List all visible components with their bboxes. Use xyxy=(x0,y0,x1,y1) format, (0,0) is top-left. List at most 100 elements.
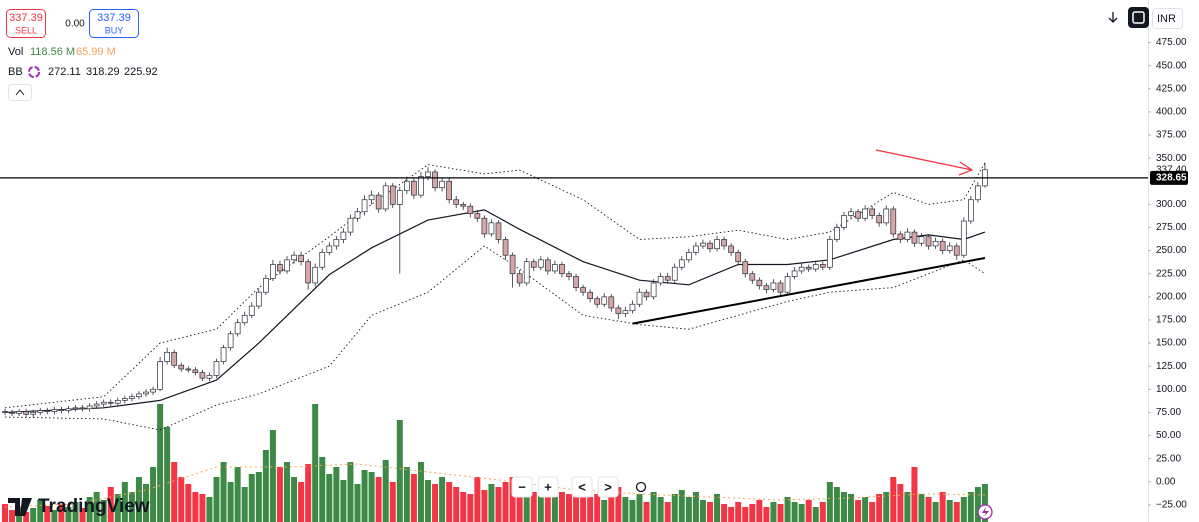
candle-body xyxy=(601,296,608,305)
candle-body xyxy=(657,276,664,284)
candle-body xyxy=(946,245,953,251)
candle-body xyxy=(805,266,812,270)
volume-bar xyxy=(206,497,213,522)
bb-settings-icon[interactable] xyxy=(28,66,40,78)
y-tick-label: 50.00 xyxy=(1156,430,1181,441)
candle-body xyxy=(714,239,720,250)
control-button[interactable] xyxy=(537,476,559,498)
volume-bar xyxy=(44,506,51,522)
volume-bar xyxy=(375,477,382,522)
bb-label: BB xyxy=(8,66,23,78)
volume-bar xyxy=(298,482,305,522)
currency-box[interactable] xyxy=(1152,8,1183,29)
candle-body xyxy=(671,266,678,281)
volume-bar xyxy=(121,482,128,522)
volume-bar xyxy=(636,494,643,522)
y-tick-label: 450.00 xyxy=(1156,60,1187,71)
volume-bar xyxy=(234,467,241,522)
candle-body xyxy=(876,215,883,224)
y-tick-label: 475.00 xyxy=(1156,37,1187,48)
sell-button[interactable] xyxy=(6,9,46,38)
volume-bar xyxy=(488,484,495,522)
control-button[interactable] xyxy=(511,476,533,498)
candle-body xyxy=(798,266,805,272)
volume-bar xyxy=(396,420,403,522)
candle-body xyxy=(904,231,911,240)
volume-bar xyxy=(58,504,65,522)
y-tick-label: 100.00 xyxy=(1156,384,1187,395)
candle-body xyxy=(171,351,178,366)
y-tick-label: 225.00 xyxy=(1156,268,1187,279)
volume-bar xyxy=(509,477,516,522)
candle-body xyxy=(404,180,410,191)
candle-body xyxy=(869,208,876,216)
buy-price: 337.39 xyxy=(97,12,131,24)
collapse-button[interactable] xyxy=(8,84,32,101)
candle-body xyxy=(150,388,156,393)
volume-bar xyxy=(432,484,439,522)
candle-body xyxy=(185,368,192,371)
volume-bar xyxy=(629,500,636,522)
candle-body xyxy=(735,252,742,263)
y-tick-label: 300.00 xyxy=(1156,199,1187,210)
control-label: + xyxy=(544,479,552,494)
volume-bar xyxy=(185,484,192,522)
reset-icon[interactable] xyxy=(635,481,647,493)
candle-body xyxy=(862,208,868,219)
fullscreen-button[interactable] xyxy=(1128,7,1149,28)
candle-body xyxy=(523,261,530,284)
buy-button[interactable] xyxy=(89,9,139,38)
volume-bar xyxy=(770,502,777,522)
volume-bar xyxy=(51,510,58,522)
buy-label: BUY xyxy=(105,25,124,35)
candle-body xyxy=(121,398,128,401)
volume-bar xyxy=(354,484,361,522)
y-tick-label: −25.00 xyxy=(1156,500,1187,511)
candle-body xyxy=(143,391,149,395)
volume-bar xyxy=(699,500,706,522)
candle-body xyxy=(826,239,833,268)
candle-body xyxy=(284,259,290,272)
volume-bar xyxy=(777,504,784,522)
candle-body xyxy=(925,236,932,247)
volume-bar xyxy=(199,494,206,522)
candle-body xyxy=(932,240,939,247)
volume-bar xyxy=(601,500,608,522)
candle-body xyxy=(700,242,706,247)
download-icon[interactable] xyxy=(1108,12,1118,23)
volume-bar xyxy=(826,482,833,522)
volume-bar xyxy=(403,467,410,522)
volume-bar xyxy=(904,492,911,522)
candle-body xyxy=(848,211,854,216)
candle-body xyxy=(566,273,572,277)
candle-body xyxy=(678,259,685,268)
logo-text: TradingView xyxy=(38,496,150,517)
bb-middle: 272.11 xyxy=(48,66,81,78)
volume-bar xyxy=(784,497,791,522)
candle-body xyxy=(30,412,37,415)
y-tick-label: 350.00 xyxy=(1156,153,1187,164)
volume-bar xyxy=(812,507,819,522)
candle-body xyxy=(756,279,763,287)
candle-body xyxy=(439,180,445,189)
candle-body xyxy=(911,231,918,244)
candle-body xyxy=(509,254,516,275)
control-button[interactable] xyxy=(571,476,593,498)
candle-body xyxy=(2,411,8,413)
volume-bar xyxy=(164,427,171,522)
candle-body xyxy=(263,277,269,293)
sell-label: SELL xyxy=(15,25,37,35)
y-tick-label: 400.00 xyxy=(1156,107,1187,118)
candle-body xyxy=(883,208,890,224)
vol-ma-value: 65.99 M xyxy=(76,46,116,58)
candle-body xyxy=(9,412,15,414)
candle-body xyxy=(418,176,424,196)
candle-body xyxy=(777,282,784,293)
candle-body xyxy=(742,261,749,275)
volume-bar xyxy=(580,492,587,522)
volume-bar xyxy=(262,450,269,522)
y-tick-label: 200.00 xyxy=(1156,291,1187,302)
control-button[interactable] xyxy=(597,476,619,498)
candle-body xyxy=(255,291,262,307)
volume-bar xyxy=(361,470,368,522)
